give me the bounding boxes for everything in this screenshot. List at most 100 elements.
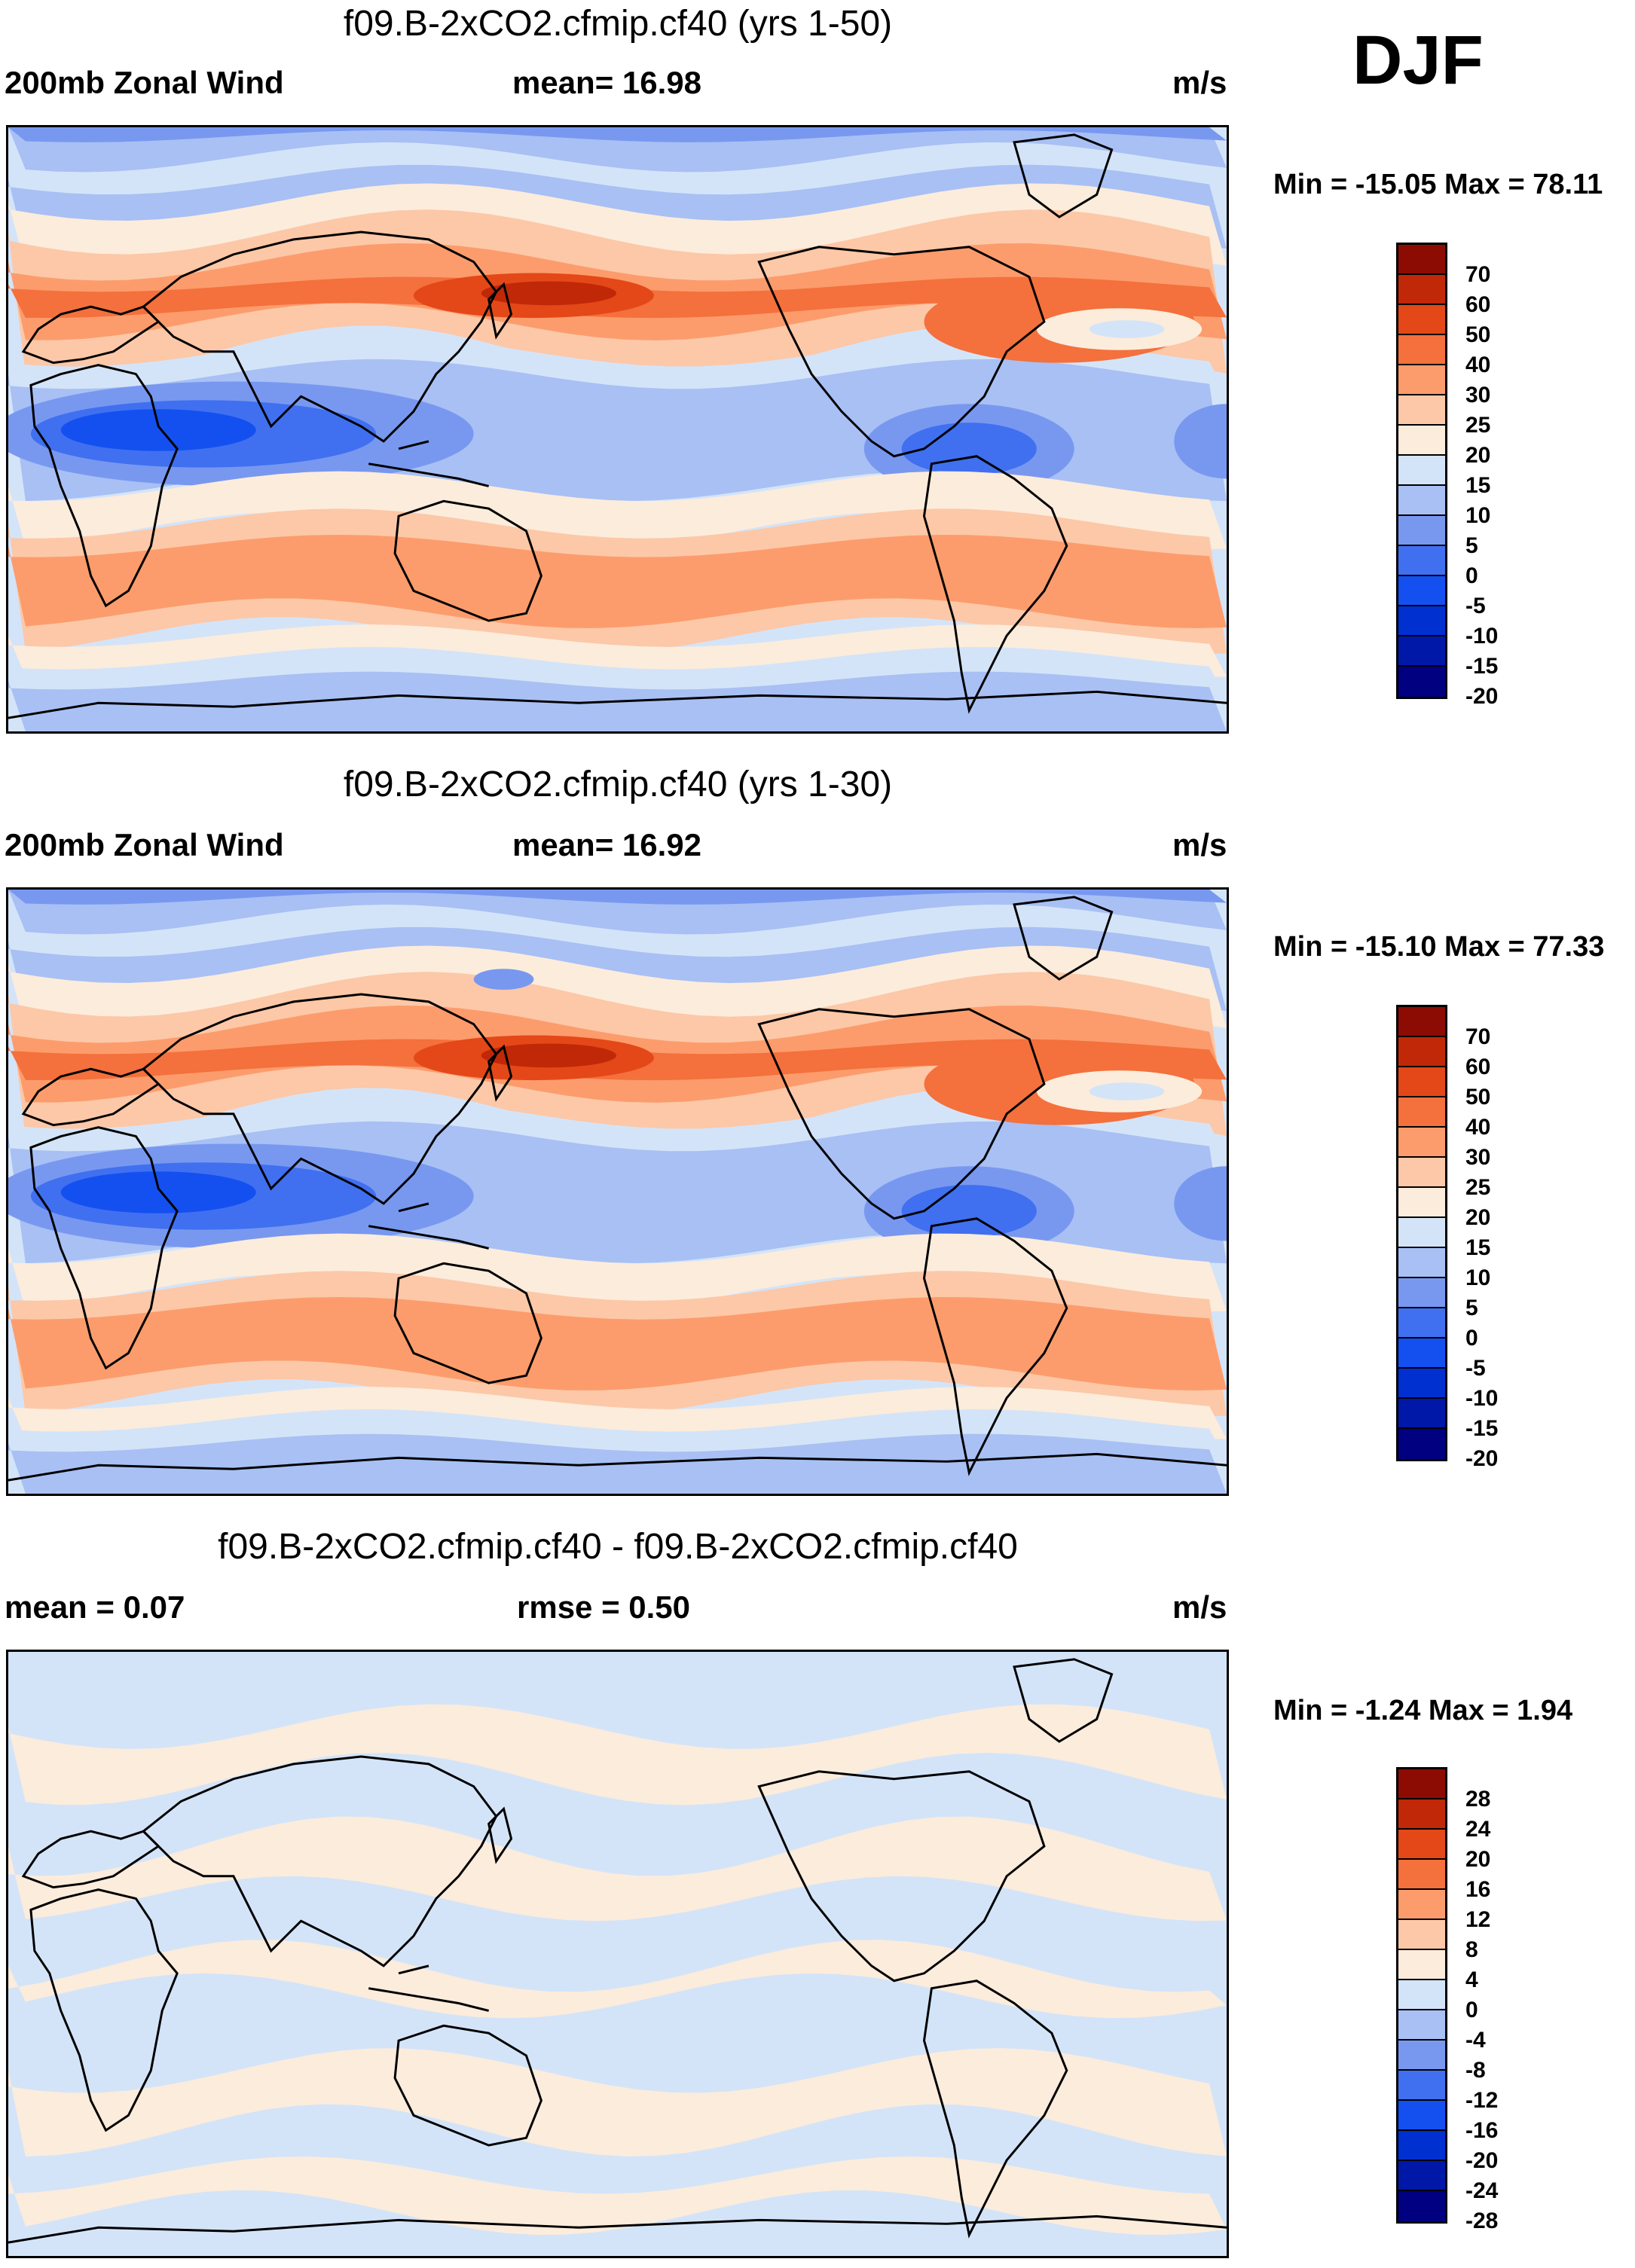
colorbar-tick-label: -10: [1465, 624, 1499, 649]
colorbar-swatch: [1398, 275, 1445, 305]
greenland-outline: [1013, 1658, 1114, 1743]
panel-3-units: m/s: [1172, 1589, 1227, 1625]
easterly-contour: [60, 1171, 256, 1213]
high-lat-band: [8, 1409, 1227, 1462]
colorbar-tick-label: -20: [1465, 1446, 1499, 1471]
colorbar-swatch: [1398, 245, 1445, 275]
diff-positive-band: [8, 1816, 1227, 1922]
colorbar-swatch: [1398, 1830, 1445, 1860]
easterly-contour: [473, 969, 534, 991]
colorbar-swatch: [1398, 1950, 1445, 1980]
colorbar-tick-label: -20: [1465, 2148, 1499, 2173]
colorbar-swatch: [1398, 395, 1445, 426]
north-america-outline: [757, 1008, 1046, 1220]
colorbar-tick-label: 8: [1465, 1937, 1478, 1962]
colorbar-swatch: [1398, 1007, 1445, 1037]
colorbar-tick-label: 40: [1465, 1115, 1491, 1140]
colorbar-swatch: [1398, 305, 1445, 335]
colorbar-box: [1396, 1767, 1447, 2224]
australia-outline: [393, 499, 542, 622]
panel-2-mean-label: mean= 16.92: [512, 827, 702, 862]
colorbar-tick-label: -28: [1465, 2208, 1499, 2233]
colorbar-tick-label: 40: [1465, 353, 1491, 377]
colorbar-tick-label: 60: [1465, 292, 1491, 317]
high-lat-band: [8, 646, 1227, 700]
japan-outline: [487, 282, 513, 340]
polar-easterly-band: [8, 127, 1227, 142]
colorbar-tick-label: 12: [1465, 1907, 1491, 1932]
asia-outline: [142, 993, 498, 1205]
panel-1-variable-label: 200mb Zonal Wind: [5, 65, 284, 100]
colorbar-box: [1396, 243, 1447, 699]
colorbar-tick-label: 50: [1465, 322, 1491, 347]
panel-2-variable-label: 200mb Zonal Wind: [5, 827, 284, 862]
jet-maximum-contour: [481, 281, 617, 306]
colorbar-swatch: [1398, 1429, 1445, 1459]
panel-3-map: [6, 1650, 1229, 2258]
panel-3-rmse-label: rmse = 0.50: [517, 1589, 691, 1625]
diff-positive-band: [8, 1704, 1227, 1806]
colorbar-swatch: [1398, 486, 1445, 516]
panel-1-mean-label: mean= 16.98: [512, 65, 702, 100]
north-america-outline: [757, 1770, 1046, 1983]
diff-positive-band: [8, 2156, 1227, 2236]
equatorial-band: [8, 1099, 1227, 1159]
easterly-contour: [901, 423, 1037, 475]
colorbar-tick-label: 15: [1465, 1235, 1491, 1260]
japan-outline: [487, 1806, 513, 1864]
north-america-outline: [757, 246, 1046, 458]
panel-3-minmax: Min = -1.24 Max = 1.94: [1273, 1695, 1573, 1726]
colorbar-tick-label: 70: [1465, 262, 1491, 287]
colorbar-box: [1396, 1005, 1447, 1461]
colorbar-tick-label: -5: [1465, 1356, 1486, 1381]
colorbar-tick-label: -16: [1465, 2118, 1499, 2143]
japan-outline: [487, 1044, 513, 1102]
colorbar-swatch: [1398, 516, 1445, 546]
colorbar-tick-label: -10: [1465, 1386, 1499, 1411]
equatorial-band: [8, 337, 1227, 397]
colorbar-swatch: [1398, 1369, 1445, 1399]
polar-easterly-band: [8, 127, 1227, 172]
colorbar-swatch: [1398, 1799, 1445, 1830]
colorbar-tick-label: 30: [1465, 1145, 1491, 1170]
colorbar-swatch: [1398, 2041, 1445, 2071]
colorbar-swatch: [1398, 1308, 1445, 1339]
colorbar-tick-label: 24: [1465, 1817, 1491, 1842]
colorbar-swatch: [1398, 1399, 1445, 1429]
asia-outline: [142, 230, 498, 443]
jet-maximum-contour: [481, 1043, 617, 1068]
southern-jet-band: [8, 1296, 1227, 1391]
high-lat-band: [8, 164, 1227, 251]
colorbar-tick-label: 5: [1465, 533, 1478, 558]
colorbar-tick-label: 60: [1465, 1055, 1491, 1079]
greenland-outline: [1013, 896, 1114, 981]
south-america-outline: [922, 1980, 1068, 2239]
colorbar-swatch: [1398, 426, 1445, 456]
colorbar-swatch: [1398, 1339, 1445, 1369]
southern-westerly-band: [8, 1233, 1227, 1312]
colorbar-tick-label: 28: [1465, 1787, 1491, 1812]
easterly-contour: [1174, 404, 1227, 479]
colorbar-swatch: [1398, 1769, 1445, 1799]
atlantic-jet-contour: [1089, 320, 1165, 338]
colorbar-swatch: [1398, 1158, 1445, 1188]
season-label: DJF: [1352, 22, 1484, 99]
colorbar-tick-label: 70: [1465, 1024, 1491, 1049]
colorbar-tick-label: -5: [1465, 594, 1486, 618]
colorbar-swatch: [1398, 1278, 1445, 1308]
colorbar-tick-label: 20: [1465, 1847, 1491, 1872]
polar-easterly-band: [8, 890, 1227, 905]
colorbar-tick-label: 10: [1465, 1265, 1491, 1290]
colorbar-tick-label: -24: [1465, 2178, 1499, 2203]
greenland-outline: [1013, 133, 1114, 218]
southern-westerly-band: [8, 471, 1227, 550]
colorbar-tick-label: -4: [1465, 2028, 1486, 2053]
colorbar-swatch: [1398, 636, 1445, 667]
africa-outline: [29, 1126, 179, 1370]
south-america-outline: [922, 455, 1068, 714]
colorbar-tick-label: -8: [1465, 2058, 1486, 2083]
southern-westerly-band: [8, 1387, 1227, 1439]
colorbar-tick-label: 0: [1465, 563, 1478, 588]
colorbar-swatch: [1398, 456, 1445, 486]
panel-2-minmax: Min = -15.10 Max = 77.33: [1273, 931, 1605, 963]
